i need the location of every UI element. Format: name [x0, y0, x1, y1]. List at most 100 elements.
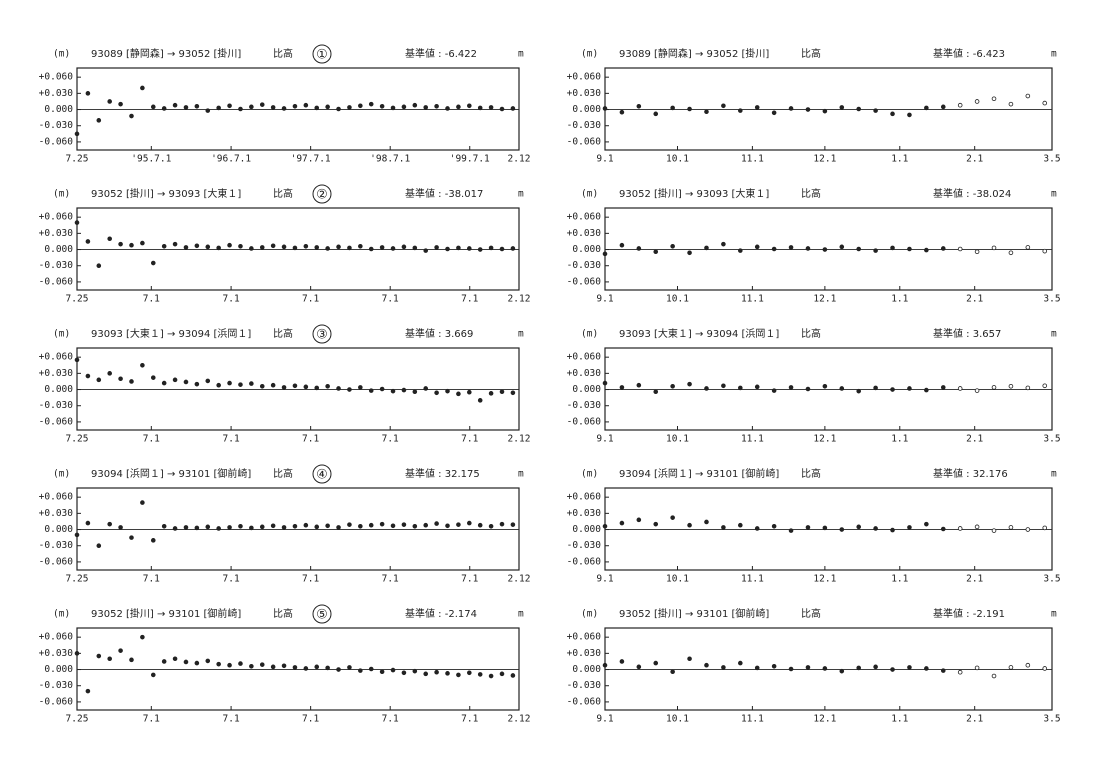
y-tick-label: -0.060 [567, 276, 602, 287]
data-point [336, 667, 341, 672]
data-point [74, 220, 80, 225]
data-point [754, 526, 760, 531]
data-point [314, 524, 320, 530]
data-point [488, 524, 494, 529]
data-point [390, 105, 396, 111]
x-tick-label: 7.1 [302, 434, 319, 445]
data-point [488, 105, 494, 110]
data-point [412, 389, 418, 394]
data-point [856, 106, 862, 112]
marker-circle [312, 44, 332, 64]
y-tick-label: +0.030 [39, 228, 74, 239]
data-point [216, 661, 221, 667]
data-point [161, 524, 167, 529]
x-tick-label: 7.1 [461, 574, 478, 585]
data-point [129, 242, 134, 248]
y-tick-label: +0.030 [567, 648, 602, 659]
data-point [822, 247, 828, 252]
data-point [281, 385, 287, 390]
data-point [216, 105, 221, 111]
data-point [194, 525, 200, 531]
plot-frame [604, 627, 1053, 711]
data-point [1025, 662, 1031, 668]
data-point [434, 390, 439, 396]
y-tick-label: -0.030 [567, 260, 602, 271]
data-point [839, 244, 845, 250]
data-point [347, 522, 352, 527]
data-point [477, 247, 483, 252]
data-point [940, 526, 946, 532]
data-point [890, 667, 895, 672]
data-point [336, 106, 341, 112]
reference-value: 基準値 : -2.174 [405, 607, 477, 620]
x-tick-label: '95.7.1 [131, 154, 171, 165]
y-unit: (m) [53, 609, 70, 620]
y-tick-label: +0.060 [39, 352, 74, 363]
height-label: 比高 [801, 187, 821, 200]
y-tick-label: +0.030 [567, 508, 602, 519]
reference-value: 基準値 : 3.669 [405, 327, 473, 340]
plot-frame [76, 627, 520, 711]
data-point [477, 672, 483, 677]
data-point [788, 666, 794, 672]
y-tick-label: 0.000 [44, 244, 73, 255]
data-point [687, 522, 692, 528]
data-point [602, 106, 608, 111]
data-point [292, 524, 298, 529]
reference-value: 基準値 : 32.176 [933, 467, 1008, 480]
data-point [873, 108, 878, 113]
x-tick-label: 2.12 [508, 294, 531, 305]
data-point [238, 106, 243, 112]
data-point [161, 106, 167, 111]
data-point [390, 246, 396, 251]
data-point [619, 385, 625, 390]
data-point [303, 244, 309, 249]
data-point [687, 250, 692, 256]
data-point [1025, 527, 1031, 532]
height-label: 比高 [273, 327, 293, 340]
data-point [890, 387, 895, 392]
data-point [172, 377, 178, 383]
data-point [129, 113, 134, 119]
data-point [358, 668, 363, 673]
data-point [456, 104, 461, 110]
data-point [856, 665, 862, 671]
data-point [150, 260, 156, 266]
data-point [754, 244, 760, 250]
data-point [788, 385, 794, 390]
data-point [510, 246, 516, 251]
data-point [118, 241, 123, 247]
x-tick-label: '98.7.1 [370, 154, 410, 165]
data-point [873, 248, 878, 253]
reference-value: 基準値 : -6.422 [405, 47, 477, 60]
x-tick-label: 2.1 [966, 154, 983, 165]
x-tick-label: 3.5 [1043, 574, 1060, 585]
data-point [368, 246, 374, 252]
x-tick-label: 7.1 [223, 294, 240, 305]
data-point [488, 245, 494, 251]
data-point [129, 657, 134, 663]
plot-frame [76, 347, 520, 431]
plot-frame [76, 207, 520, 291]
data-point [118, 376, 123, 382]
data-point [172, 526, 178, 531]
unit: m [1051, 189, 1057, 200]
data-point [974, 665, 980, 671]
x-tick-label: 7.1 [302, 294, 319, 305]
data-point [379, 104, 385, 109]
data-point [401, 104, 407, 110]
data-point [704, 386, 709, 391]
data-point [1008, 525, 1014, 530]
data-point [510, 673, 516, 678]
x-tick-label: 1.1 [891, 434, 908, 445]
height-label: 比高 [273, 47, 293, 60]
x-tick-label: 7.25 [66, 714, 89, 725]
y-tick-label: 0.000 [572, 524, 601, 535]
data-point [704, 662, 709, 668]
chart-marker: ⑤ [316, 608, 328, 623]
data-point [445, 246, 450, 252]
x-tick-label: 7.25 [66, 294, 89, 305]
data-point [368, 666, 374, 672]
data-point [347, 387, 352, 392]
y-unit: (m) [53, 49, 70, 60]
